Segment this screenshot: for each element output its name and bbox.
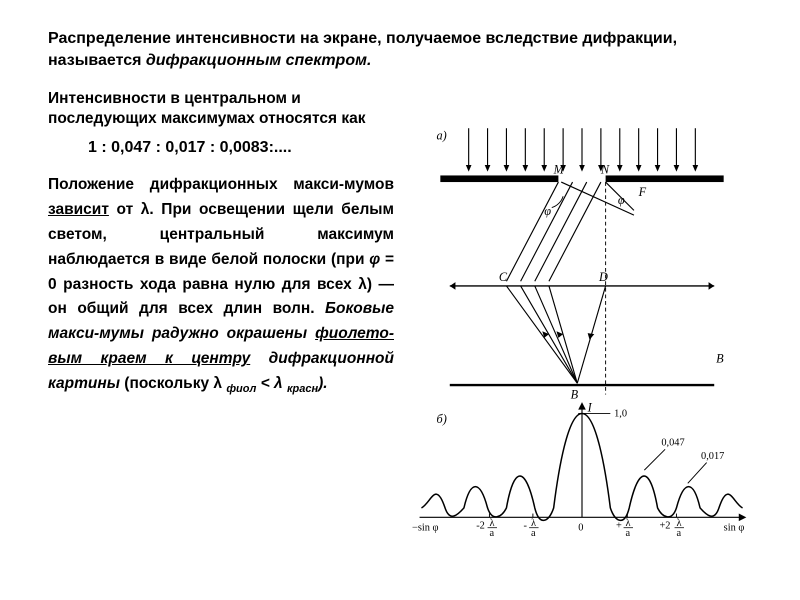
- t: < λ: [256, 375, 287, 392]
- I-arrow: [578, 402, 586, 410]
- label-I: I: [587, 401, 593, 415]
- label-b: б): [437, 412, 447, 426]
- t-ital: φ: [369, 251, 380, 268]
- phi-arc: [552, 196, 563, 207]
- label-phi: φ: [544, 204, 551, 218]
- label-C: C: [499, 270, 508, 284]
- t: дифракционных макси-мумов: [134, 176, 394, 193]
- ax-0: 0: [578, 523, 583, 534]
- peak-val: 1,0: [614, 408, 627, 419]
- intensity-ratio: 1 : 0,047 : 0,017 : 0,0083:....: [88, 139, 394, 157]
- t-underline: зависит: [48, 201, 109, 218]
- t: (поскольку λ: [120, 375, 226, 392]
- lens-cap-l: [450, 282, 456, 290]
- svg-text:λ: λ: [489, 518, 494, 529]
- figure-svg: а) M N F φ: [412, 89, 752, 549]
- ptr-017: [688, 463, 707, 484]
- svg-text:a: a: [531, 528, 536, 539]
- label-D: D: [598, 270, 608, 284]
- label-phi-top: φ: [618, 193, 625, 207]
- label-N: N: [600, 163, 610, 177]
- label-a: а): [437, 129, 447, 143]
- content-row: Интенсивности в центральном и последующи…: [48, 89, 752, 549]
- val-047: 0,047: [661, 438, 684, 449]
- label-M: M: [553, 163, 565, 177]
- svg-text:a: a: [676, 528, 681, 539]
- x-arrow: [739, 514, 747, 522]
- svg-text:+: +: [616, 521, 622, 532]
- ax-right: sin φ: [724, 523, 745, 534]
- left-column: Интенсивности в центральном и последующи…: [48, 89, 394, 549]
- screen-right: [606, 176, 724, 183]
- label-B: B: [571, 388, 579, 402]
- svg-text:λ: λ: [531, 518, 536, 529]
- screen-left: [440, 176, 558, 183]
- body-paragraph: Положение дифракционных макси-мумов зави…: [48, 173, 394, 398]
- svg-text:λ: λ: [625, 518, 630, 529]
- svg-text:-2: -2: [476, 521, 485, 532]
- svg-text:a: a: [489, 528, 494, 539]
- label-F: F: [638, 185, 647, 199]
- svg-text:a: a: [625, 528, 630, 539]
- page-title: Распределение интенсивности на экране, п…: [48, 28, 752, 71]
- diffraction-figure: а) M N F φ: [412, 89, 752, 549]
- rays: [506, 182, 634, 281]
- lens-cap-r: [709, 282, 715, 290]
- right-column: а) M N F φ: [412, 89, 752, 549]
- subtitle: Интенсивности в центральном и последующи…: [48, 89, 394, 129]
- ptr-047: [644, 450, 665, 471]
- val-017: 0,017: [701, 451, 724, 462]
- t-sub: фиол: [226, 383, 256, 395]
- t: ).: [318, 375, 327, 392]
- svg-text:-: -: [523, 521, 527, 532]
- ax-left: −sin φ: [412, 523, 439, 534]
- title-ital: дифракционным спектром.: [146, 52, 372, 69]
- t-sub: красн: [287, 383, 318, 395]
- t-bold: Положение: [48, 176, 134, 193]
- incident-arrows: [466, 128, 698, 171]
- svg-text:+2: +2: [659, 521, 670, 532]
- svg-text:λ: λ: [676, 518, 681, 529]
- label-B-axis: B: [716, 352, 724, 366]
